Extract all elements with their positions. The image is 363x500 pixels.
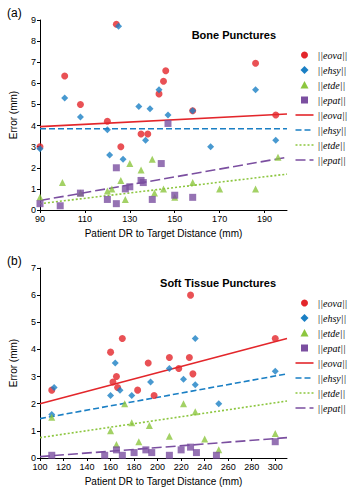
svg-text:(a): (a) [7, 6, 22, 20]
svg-text:1: 1 [31, 184, 36, 194]
svg-text:110: 110 [78, 214, 92, 224]
svg-text:||eova||: ||eova|| [318, 110, 348, 121]
svg-text:Soft Tissue Punctures: Soft Tissue Punctures [160, 277, 276, 289]
svg-text:1: 1 [31, 426, 36, 436]
svg-text:7: 7 [31, 57, 36, 67]
svg-text:0: 0 [31, 453, 36, 463]
svg-text:190: 190 [257, 214, 272, 224]
svg-text:2: 2 [31, 399, 36, 409]
svg-text:280: 280 [244, 462, 259, 472]
svg-text:3: 3 [31, 142, 36, 152]
svg-text:200: 200 [150, 462, 165, 472]
svg-text:6: 6 [31, 78, 36, 88]
svg-text:||etde||: ||etde|| [318, 328, 346, 339]
svg-text:||eova||: ||eova|| [318, 298, 348, 309]
svg-text:(b): (b) [7, 254, 22, 268]
svg-text:120: 120 [56, 462, 71, 472]
svg-text:Patient DR to Target Distance: Patient DR to Target Distance (mm) [85, 476, 243, 487]
svg-text:160: 160 [103, 462, 118, 472]
svg-text:8: 8 [31, 36, 36, 46]
svg-text:240: 240 [197, 462, 212, 472]
svg-text:||epat||: ||epat|| [318, 95, 346, 106]
svg-text:220: 220 [174, 462, 189, 472]
svg-text:||epat||: ||epat|| [318, 155, 346, 166]
svg-text:Bone Punctures: Bone Punctures [192, 29, 276, 41]
svg-text:4: 4 [31, 344, 36, 354]
svg-text:||epat||: ||epat|| [318, 403, 346, 414]
svg-text:||eova||: ||eova|| [318, 358, 348, 369]
svg-text:5: 5 [31, 99, 36, 109]
svg-text:100: 100 [32, 462, 47, 472]
svg-text:140: 140 [80, 462, 95, 472]
svg-text:300: 300 [268, 462, 283, 472]
svg-text:||ehsy||: ||ehsy|| [318, 125, 347, 136]
svg-text:7: 7 [31, 263, 36, 273]
svg-text:Patient DR to Target Distance: Patient DR to Target Distance (mm) [85, 228, 243, 239]
svg-text:260: 260 [221, 462, 236, 472]
svg-text:170: 170 [212, 214, 227, 224]
svg-text:90: 90 [35, 214, 45, 224]
svg-text:5: 5 [31, 317, 36, 327]
svg-text:9: 9 [31, 15, 36, 25]
svg-text:||eova||: ||eova|| [318, 50, 348, 61]
svg-text:150: 150 [167, 214, 182, 224]
svg-text:130: 130 [122, 214, 137, 224]
svg-text:||epat||: ||epat|| [318, 343, 346, 354]
svg-text:4: 4 [31, 121, 36, 131]
svg-text:||etde||: ||etde|| [318, 140, 346, 151]
svg-text:Error (mm): Error (mm) [8, 339, 19, 387]
svg-text:0: 0 [31, 205, 36, 215]
svg-text:6: 6 [31, 290, 36, 300]
svg-text:180: 180 [127, 462, 142, 472]
svg-text:2: 2 [31, 163, 36, 173]
svg-text:||ehsy||: ||ehsy|| [318, 373, 347, 384]
svg-text:||ehsy||: ||ehsy|| [318, 313, 347, 324]
svg-text:||ehsy||: ||ehsy|| [318, 65, 347, 76]
svg-text:Error (mm): Error (mm) [8, 91, 19, 139]
svg-text:||etde||: ||etde|| [318, 388, 346, 399]
svg-text:||etde||: ||etde|| [318, 80, 346, 91]
svg-text:3: 3 [31, 372, 36, 382]
